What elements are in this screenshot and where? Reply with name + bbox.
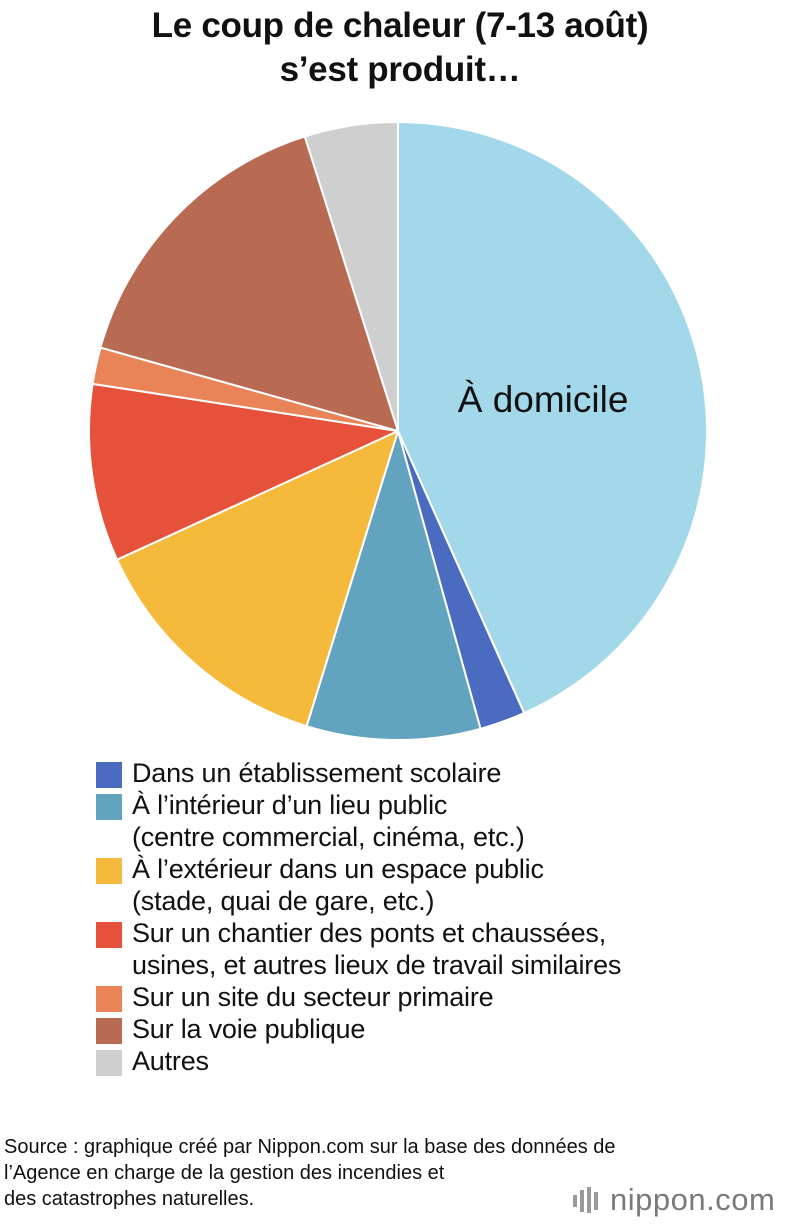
pie-slice-7 (99, 135, 399, 432)
pie-slice-8 (303, 121, 399, 432)
legend-swatch-1 (96, 762, 122, 788)
legend-label-4-line-1: Sur un chantier des ponts et chaussées, (132, 918, 606, 948)
legend-label-4: Sur un chantier des ponts et chaussées, u… (132, 917, 621, 981)
legend-item-6: Sur la voie publique (96, 1013, 796, 1045)
legend-label-1-line-1: Dans un établissement scolaire (132, 758, 502, 788)
legend-item-2: À l’intérieur d’un lieu public (centre co… (96, 789, 796, 853)
nippon-bars-icon (573, 1187, 598, 1213)
legend-item-5: Sur un site du secteur primaire (96, 981, 796, 1013)
legend-swatch-5 (96, 986, 122, 1012)
pie-chart: À domicile (88, 121, 708, 741)
legend-swatch-7 (96, 1050, 122, 1076)
legend-label-5: Sur un site du secteur primaire (132, 981, 494, 1013)
chart-title-line-1: Le coup de chaleur (7-13 août) (151, 6, 649, 45)
legend-label-3-line-1: À l’extérieur dans un espace public (132, 854, 544, 884)
source-line-3: des catastrophes naturelles. (4, 1188, 255, 1210)
legend-label-2-line-2: (centre commercial, cinéma, etc.) (132, 822, 525, 852)
legend-label-2: À l’intérieur d’un lieu public (centre co… (132, 789, 525, 853)
legend-item-4: Sur un chantier des ponts et chaussées, u… (96, 917, 796, 981)
pie-slice-5 (88, 382, 399, 561)
legend-swatch-2 (96, 794, 122, 820)
source-line-1: Source : graphique créé par Nippon.com s… (4, 1136, 616, 1158)
legend-label-4-line-2: usines, et autres lieux de travail simil… (132, 950, 622, 980)
legend-label-2-line-1: À l’intérieur d’un lieu public (132, 790, 448, 820)
legend-label-1: Dans un établissement scolaire (132, 757, 501, 789)
legend-label-7: Autres (132, 1045, 209, 1077)
pie-slice-1 (397, 121, 708, 715)
legend-label-6-line-1: Sur la voie publique (132, 1014, 366, 1044)
legend-label-5-line-1: Sur un site du secteur primaire (132, 982, 494, 1012)
chart-title: Le coup de chaleur (7-13 août) s’est pro… (0, 4, 800, 92)
chart-title-line-2: s’est produit… (279, 50, 521, 89)
legend-label-3: À l’extérieur dans un espace public (stad… (132, 853, 544, 917)
legend-item-7: Autres (96, 1045, 796, 1077)
pie-slice-label-1: À domicile (458, 379, 629, 420)
pie-slice-3 (305, 430, 482, 741)
legend-label-6: Sur la voie publique (132, 1013, 365, 1045)
nippon-logo: nippon.com (572, 1180, 798, 1220)
source-note: Source : graphique créé par Nippon.com s… (4, 1134, 794, 1212)
legend-swatch-4 (96, 922, 122, 948)
legend: Dans un établissement scolaire À l’intéri… (96, 757, 796, 1077)
legend-label-3-line-2: (stade, quai de gare, etc.) (132, 886, 435, 916)
legend-swatch-6 (96, 1018, 122, 1044)
legend-item-1: Dans un établissement scolaire (96, 757, 796, 789)
legend-label-7-line-1: Autres (132, 1046, 209, 1076)
logo-text: nippon.com (610, 1182, 776, 1217)
source-line-2: l’Agence en charge de la gestion des inc… (4, 1162, 445, 1184)
pie-slice-4 (116, 430, 399, 728)
legend-item-3: À l’extérieur dans un espace public (stad… (96, 853, 796, 917)
legend-swatch-3 (96, 858, 122, 884)
